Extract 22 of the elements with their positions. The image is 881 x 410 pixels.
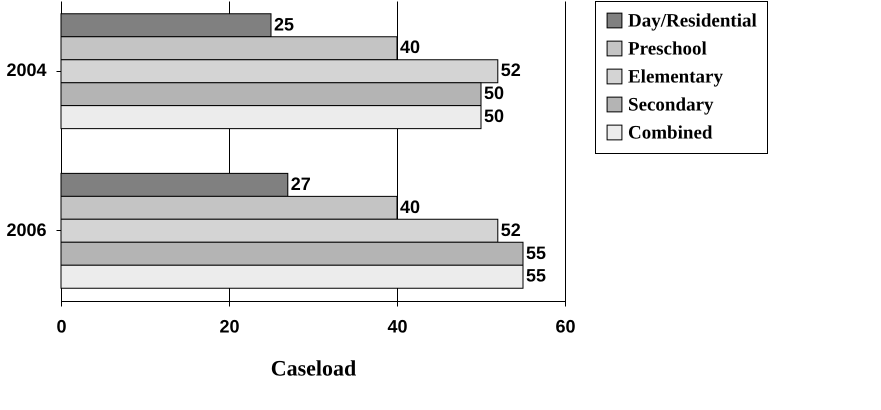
y-tick-label: 2004	[6, 60, 46, 80]
legend-label: Day/Residential	[628, 10, 757, 32]
y-tick-label: 2006	[6, 220, 46, 240]
data-label: 40	[400, 37, 420, 58]
data-label: 50	[484, 106, 504, 126]
legend-label: Preschool	[628, 38, 707, 60]
data-label: 55	[526, 266, 546, 286]
data-label: 25	[274, 14, 294, 34]
data-label: 40	[400, 196, 420, 217]
x-axis-title: Caseload	[270, 356, 356, 380]
legend-label: Secondary	[628, 94, 714, 116]
x-tick-label: 20	[219, 316, 240, 336]
legend-label: Combined	[628, 122, 713, 144]
data-label: 50	[484, 83, 504, 104]
data-label: 55	[526, 242, 546, 263]
data-label: 52	[500, 220, 521, 240]
data-label: 52	[500, 60, 521, 80]
x-tick-label: 60	[555, 316, 576, 336]
legend-label: Elementary	[628, 66, 724, 88]
data-label: 27	[290, 174, 311, 194]
x-tick-label: 0	[56, 316, 67, 336]
x-tick-label: 40	[387, 316, 408, 336]
